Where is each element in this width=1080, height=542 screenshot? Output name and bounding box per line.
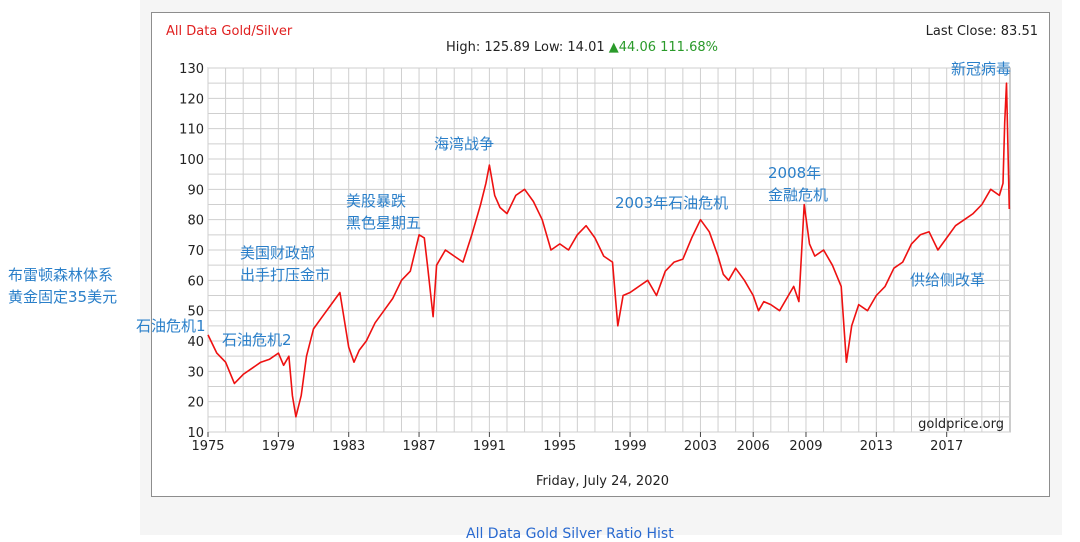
- annotation-oil-crisis-2: 石油危机2: [222, 329, 292, 351]
- y-tick-label: 90: [187, 183, 204, 198]
- annotation-line: 石油危机2: [222, 331, 292, 349]
- x-tick-label: 2009: [789, 439, 822, 454]
- x-tick-label: 1995: [543, 439, 576, 454]
- last-close: Last Close: 83.51: [925, 24, 1038, 39]
- annotation-bretton-woods: 布雷顿森林体系 黄金固定35美元: [8, 264, 117, 308]
- y-tick-label: 120: [179, 92, 204, 107]
- chart-title: All Data Gold/Silver: [166, 24, 293, 39]
- annotation-line: 供给侧改革: [910, 271, 986, 289]
- annotation-financial-2008: 2008年 金融危机: [768, 162, 828, 206]
- y-tick-label: 100: [179, 153, 204, 168]
- high-low-text: High: 125.89 Low: 14.01: [446, 40, 605, 55]
- x-tick-label: 1999: [614, 439, 647, 454]
- change-text: ▲44.06 111.68%: [608, 40, 718, 55]
- annotation-covid: 新冠病毒: [951, 58, 1011, 80]
- series-line-gold-silver-ratio: [207, 82, 1011, 418]
- footer-date: Friday, July 24, 2020: [535, 474, 670, 489]
- y-tick-label: 10: [187, 426, 204, 441]
- x-tick-label: 1983: [332, 439, 365, 454]
- annotation-line: 2003年石油危机: [615, 194, 729, 212]
- x-tick-label: 2006: [737, 439, 770, 454]
- y-tick-label: 60: [187, 274, 204, 289]
- annotation-line: 黑色星期五: [346, 214, 422, 232]
- history-link[interactable]: All Data Gold Silver Ratio Hist: [466, 526, 674, 542]
- axis-ticks: 10 20 30 40 50 60 70 80 90 100 110 120 130 1975 1979 19…: [179, 62, 963, 454]
- annotation-line: 2008年: [768, 164, 822, 182]
- annotation-supply-reform: 供给侧改革: [910, 269, 985, 291]
- x-tick-label: 2013: [860, 439, 893, 454]
- annotation-line: 出手打压金市: [240, 266, 331, 284]
- grid-lines: [207, 67, 1011, 433]
- chart-frame: [151, 12, 1050, 497]
- annotation-line: 布雷顿森林体系: [8, 266, 114, 284]
- x-tick-label: 1991: [473, 439, 506, 454]
- x-tick-label: 1979: [262, 439, 295, 454]
- y-tick-label: 70: [187, 244, 204, 259]
- watermark: goldprice.org: [918, 417, 1004, 432]
- x-tick-label: 1987: [403, 439, 436, 454]
- annotation-line: 金融危机: [768, 186, 829, 204]
- y-tick-label: 130: [179, 62, 204, 77]
- annotation-line: 黄金固定35美元: [8, 288, 118, 306]
- y-tick-label: 40: [187, 335, 204, 350]
- annotation-line: 海湾战争: [434, 135, 495, 153]
- high-low-stats: High: 125.89 Low: 14.01 ▲44.06 111.68%: [446, 40, 718, 55]
- annotation-line: 美股暴跌: [346, 192, 407, 210]
- x-tick-label: 2017: [930, 439, 963, 454]
- annotation-oil-crisis-1: 石油危机1: [136, 315, 206, 337]
- annotation-oil-2003: 2003年石油危机: [615, 192, 728, 214]
- y-tick-label: 20: [187, 396, 204, 411]
- annotation-line: 新冠病毒: [951, 60, 1012, 78]
- annotation-line: 美国财政部: [240, 244, 316, 262]
- x-tick-label: 2003: [684, 439, 717, 454]
- y-tick-label: 80: [187, 214, 204, 229]
- annotation-black-friday: 美股暴跌 黑色星期五: [346, 190, 421, 234]
- annotation-gulf-war: 海湾战争: [434, 133, 494, 155]
- y-tick-label: 30: [187, 365, 204, 380]
- annotation-treasury: 美国财政部 出手打压金市: [240, 242, 330, 286]
- y-tick-label: 110: [179, 123, 204, 138]
- annotation-line: 石油危机1: [136, 317, 206, 335]
- y-tick-label: 50: [187, 305, 204, 320]
- x-tick-label: 1975: [191, 439, 224, 454]
